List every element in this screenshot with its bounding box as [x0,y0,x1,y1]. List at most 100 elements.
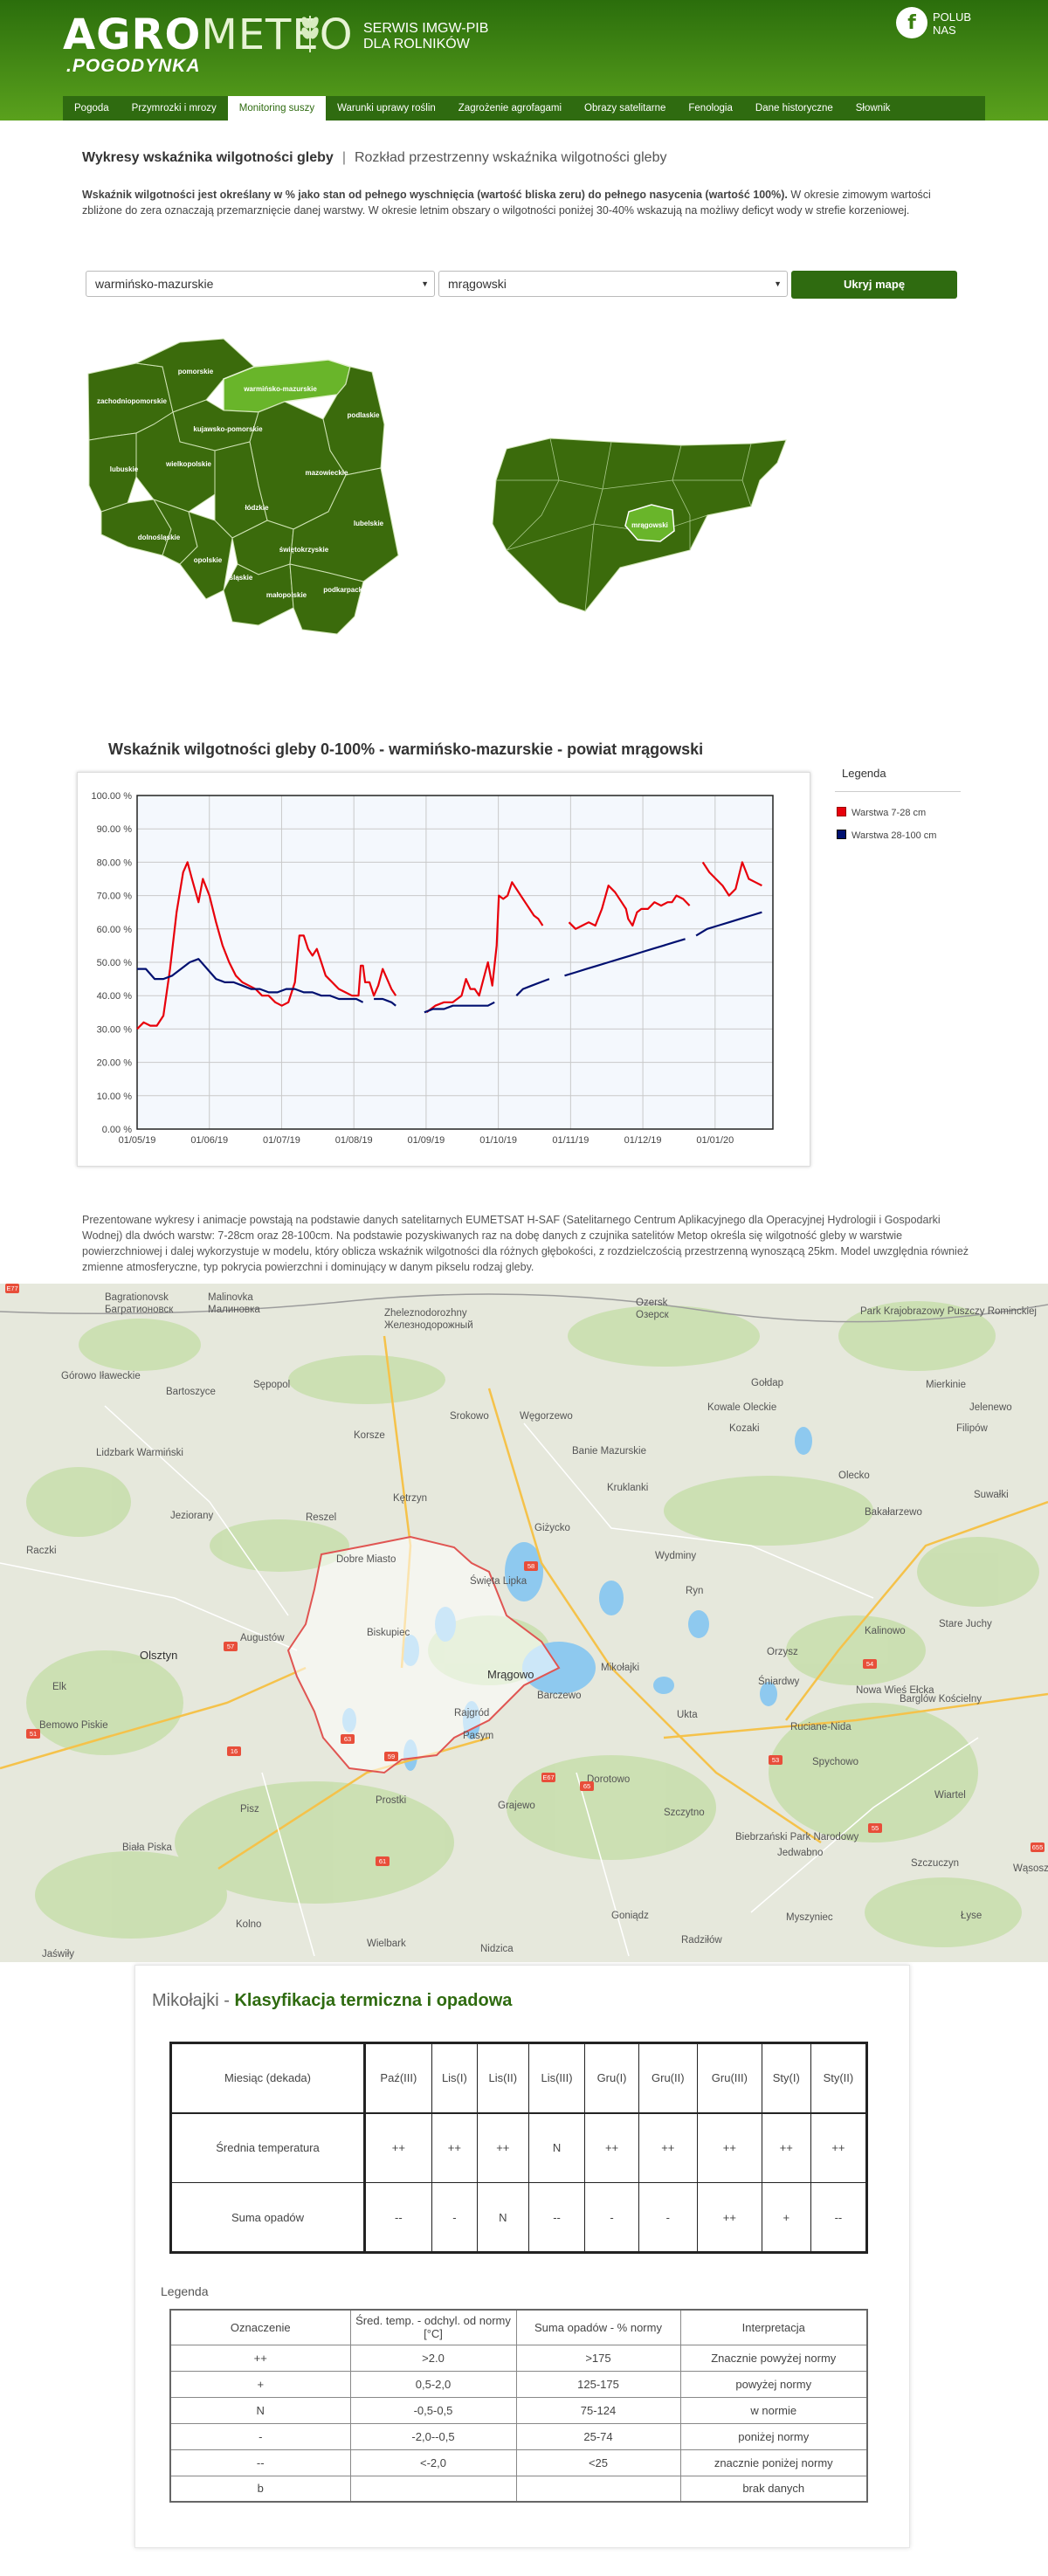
region-lubuskie[interactable] [88,432,137,513]
nav-item-zagrozenie[interactable]: Zagrożenie agrofagami [458,103,562,114]
table-cell: Sty(II) [810,2042,868,2114]
map-place-label: Багратионовск [105,1305,174,1315]
table-cell: ++ [364,2112,432,2183]
county-mragowski[interactable] [624,504,675,542]
table-cell: Suma opadów [170,2182,366,2253]
region-podkarpackie[interactable] [289,563,364,635]
table-header-row: Miesiąc (dekada) Paź(III) Lis(I) Lis(II)… [170,2042,868,2114]
label-wielkopolskie: wielkopolskie [165,460,212,468]
map-place-label: Park Krajobrazowy Puszczy Rominckiej [860,1306,1037,1317]
map-place-label: Reszel [306,1512,337,1523]
nav-item-warunki-uprawy[interactable]: Warunki uprawy roślin [337,103,436,114]
map-place-label: Dobre Miasto [336,1554,396,1565]
plot-border [136,795,774,1130]
map-place-label: Ukta [677,1710,698,1720]
region-select[interactable]: warmińsko-mazurskie ▼ [86,271,435,297]
description: Wskaźnik wilgotności jest określany w % … [82,189,931,217]
map-place-label: Korsze [354,1430,385,1441]
series-line-7-28 [425,881,544,1014]
x-tick-label: 01/06/19 [190,1135,228,1146]
legend-table: Oznaczenie Śred. temp. - odchyl. od norm… [169,2309,868,2503]
map-place-label: Orzysz [767,1647,798,1657]
map-place-label: Wydminy [655,1551,697,1561]
road-number-badge: 61 [376,1856,390,1866]
county-select[interactable]: mrągowski ▼ [438,271,788,297]
table-cell: N [477,2182,529,2253]
table-cell [349,2475,517,2503]
map-place-label: Mierkinie [926,1380,967,1390]
nav-item-slownik[interactable]: Słownik [855,103,891,114]
nav-item-obrazy[interactable]: Obrazy satelitarne [584,103,666,114]
map-place-label: Ruciane-Nida [790,1722,852,1732]
road-number-badge: 63 [341,1734,355,1744]
table-cell: Znacznie powyżej normy [679,2344,868,2372]
label-malopolskie: małopolskie [266,591,307,599]
y-tick-label: 10.00 % [97,1092,133,1102]
table-cell: Gru(III) [697,2042,762,2114]
nav-item-monitoring-suszy[interactable]: Monitoring suszy [227,96,327,121]
legend-item-7-28: Warstwa 7-28 cm [837,807,926,818]
map-place-label: Myszyniec [786,1912,833,1923]
nav-item-przymrozki[interactable]: Przymrozki i mrozy [131,103,217,114]
label-lubelskie: lubelskie [354,520,384,527]
map-place-label: Elk [52,1682,66,1692]
table-cell: - [169,2422,351,2450]
y-tick-label: 20.00 % [97,1058,133,1069]
map-place-label: Pisz [240,1804,259,1815]
map-place-label: Ryn [686,1586,704,1596]
x-tick-label: 01/07/19 [263,1135,300,1146]
road-number-badge: 54 [863,1659,877,1669]
like-us-link[interactable]: POLUB NAS [933,10,972,37]
map-place-label: Malinovka [208,1292,253,1303]
map-place-label: Banie Mazurskie [572,1446,647,1457]
table-cell: 75-124 [515,2396,681,2424]
map-place-label: Biała Piska [122,1842,172,1853]
road-number-badge: 65 [580,1781,594,1791]
chart-title: Wskaźnik wilgotności gleby 0-100% - warm… [108,740,704,758]
map-place-label: Zheleznodorozhny [384,1308,467,1319]
map-place-label: Jeziorany [170,1511,214,1521]
label-podkarpackie: podkarpackie [323,586,369,594]
map-place-label: Śniardwy [758,1677,800,1687]
table-row: Średnia temperatura ++ ++ ++ N ++ ++ ++ … [170,2112,868,2183]
table-cell: Paź(III) [364,2042,432,2114]
x-tick-label: 01/05/19 [119,1135,156,1146]
agrometeo-logo[interactable]: AGROMETEO .POGODYNKA [63,10,354,76]
hide-map-button[interactable]: Ukryj mapę [791,271,957,299]
table-cell: Sty(I) [761,2042,811,2114]
legend-item-28-100: Warstwa 28-100 cm [837,830,936,841]
region-slaskie[interactable] [179,511,233,600]
y-tick-label: 0.00 % [102,1125,132,1135]
table-cell: + [169,2370,351,2398]
tab-rozklad[interactable]: Rozkład przestrzenny wskaźnika wilgotnoś… [354,150,667,165]
nav-item-fenologia[interactable]: Fenologia [688,103,733,114]
main-nav: Pogoda Przymrozki i mrozy Monitoring sus… [63,96,985,121]
table-cell: ++ [169,2344,351,2372]
table-cell: Miesiąc (dekada) [170,2042,366,2114]
label-warminsko-mazurskie: warmińsko-mazurskie [243,385,317,393]
table-cell: b [169,2475,351,2503]
label-podlaskie: podlaskie [348,411,380,419]
map-place-label: Wąsosz [1013,1863,1048,1874]
map-place-label: Kowale Oleckie [707,1402,777,1413]
map-place-label: Ozersk [636,1298,668,1308]
facebook-icon[interactable]: f [896,7,927,38]
terrain-map[interactable]: Bagrationovsk Багратионовск Malinovka Малин… [0,1284,1048,1962]
x-tick-label: 01/12/19 [624,1135,662,1146]
map-place-label: Jaświły [42,1949,75,1960]
map-place-label: Kalinowo [865,1626,906,1636]
table-cell: Suma opadów - % normy [515,2309,681,2345]
table-cell [515,2475,681,2503]
label-dolnoslaskie: dolnośląskie [138,534,181,541]
map-place-label: Węgorzewo [520,1411,573,1422]
label-lodzkie: łódzkie [245,504,269,512]
series-line-28-100 [695,911,762,937]
map-place-label: Jelenewo [969,1402,1012,1413]
nav-item-pogoda[interactable]: Pogoda [74,103,109,114]
x-tick-label: 01/10/19 [479,1135,517,1146]
legend-heading: Legenda [161,2284,209,2298]
nav-item-dane-historyczne[interactable]: Dane historyczne [755,103,833,114]
tab-wykresy[interactable]: Wykresy wskaźnika wilgotności gleby [82,150,334,165]
y-tick-label: 100.00 % [92,791,133,802]
map-place-label: Mrągowo [487,1668,534,1681]
